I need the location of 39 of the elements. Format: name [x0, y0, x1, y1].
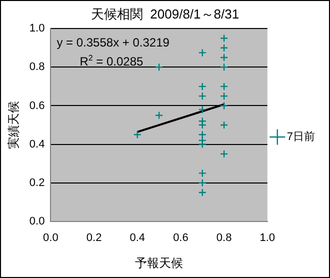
y-tick-label: 0.2 — [29, 176, 45, 189]
y-tick-label: 0.4 — [29, 138, 45, 150]
point — [220, 102, 228, 110]
point — [198, 178, 206, 187]
point — [220, 53, 228, 62]
chart-title: 天候相関 2009/8/1～8/31 — [90, 6, 240, 22]
point — [220, 82, 228, 91]
point — [198, 48, 206, 57]
y-tick-label: 0.8 — [29, 61, 45, 74]
point — [198, 188, 206, 197]
point — [198, 92, 206, 100]
point — [198, 169, 206, 178]
x-tick-label: 0.0 — [43, 232, 58, 244]
point — [220, 44, 228, 52]
point — [220, 63, 228, 72]
point — [198, 140, 206, 148]
point — [154, 63, 164, 72]
point — [220, 150, 228, 158]
y-axis-title: 実績天候 — [6, 101, 21, 149]
point — [198, 82, 206, 91]
point — [220, 120, 228, 130]
legend-label: 7日前 — [286, 131, 316, 144]
y-tick-label: 0.6 — [29, 100, 45, 112]
x-tick-label: 0.2 — [86, 232, 102, 244]
point — [133, 130, 142, 139]
x-tick-label: 0.4 — [130, 232, 146, 244]
x-axis-title: 予報天候 — [135, 256, 184, 270]
point — [198, 105, 206, 114]
point — [220, 34, 228, 42]
x-tick-label: 0.8 — [216, 232, 232, 244]
y-tick-label: 0.0 — [29, 215, 45, 228]
y-tick-label: 1.0 — [29, 22, 45, 35]
x-tick-label: 0.6 — [173, 232, 188, 244]
point — [198, 120, 206, 130]
point — [154, 111, 164, 120]
point — [198, 130, 206, 139]
annotation: y = 0.3558x + 0.3219 — [56, 36, 170, 50]
x-tick-label: 1.0 — [260, 232, 276, 244]
point — [220, 92, 228, 100]
